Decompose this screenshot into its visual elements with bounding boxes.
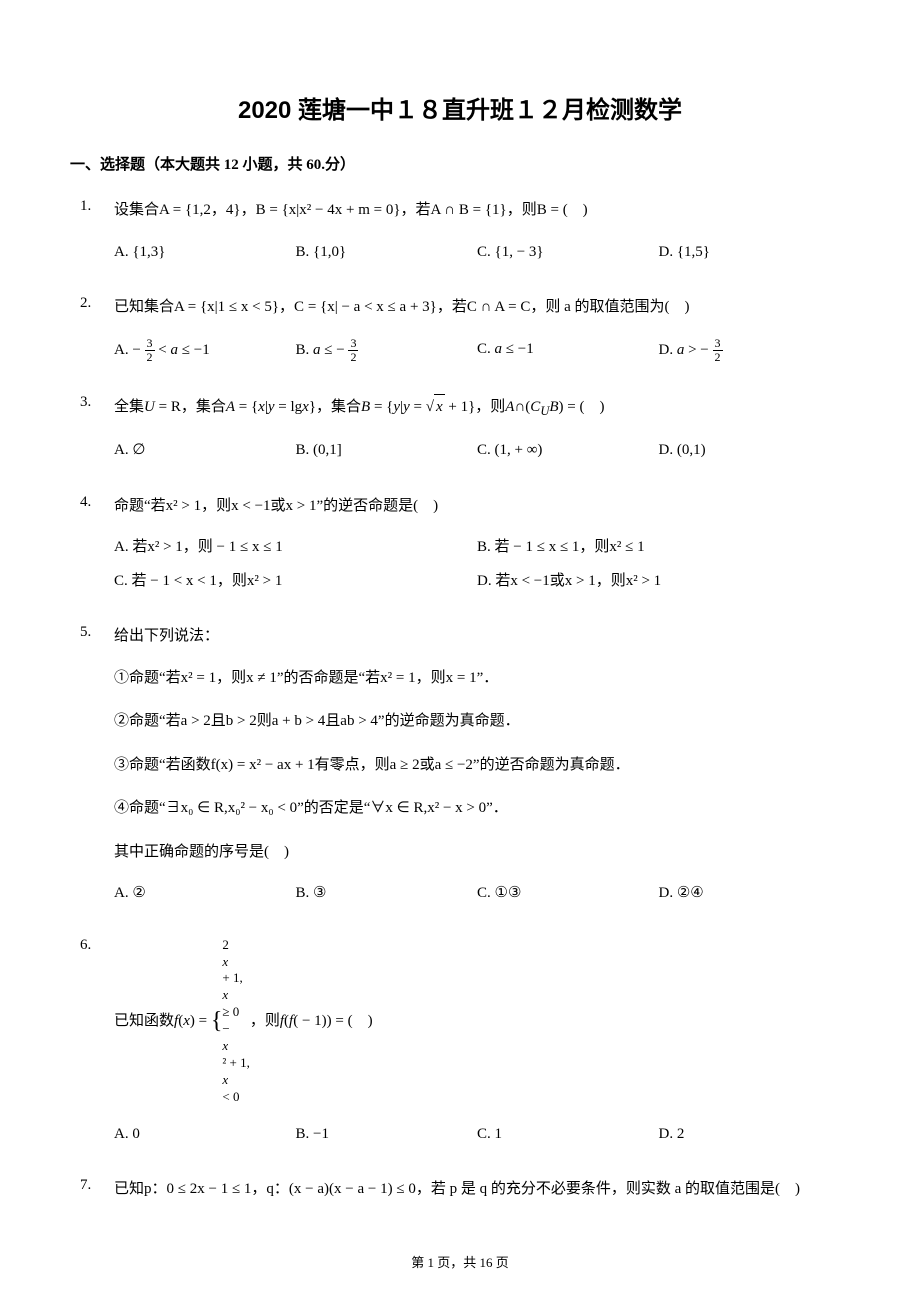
question-number: 5.: [80, 624, 114, 915]
option: A. 0: [114, 1122, 296, 1148]
question-body: 设集合A = {1,2，4}，B = {x|x² − 4x + m = 0}，若…: [114, 198, 840, 273]
question-body: 命题“若x² > 1，则x < −1或x > 1”的逆否命题是( ) A. 若x²…: [114, 494, 840, 603]
question-stem: 已知函数f(x) = {2x + 1,x ≥ 0−x² + 1,x < 0，则f…: [114, 937, 840, 1106]
question-body: 给出下列说法： ①命题“若x² = 1，则x ≠ 1”的否命题是“若x² = 1，…: [114, 624, 840, 915]
option: D. ②④: [659, 881, 841, 907]
option: D. (0,1): [659, 438, 841, 464]
option: C. 若 − 1 < x < 1，则x² > 1: [114, 569, 477, 595]
question-stem: 全集U = R，集合A = {x|y = lgx}，集合B = {y|y = √…: [114, 394, 840, 422]
question-stem: 命题“若x² > 1，则x < −1或x > 1”的逆否命题是( ): [114, 494, 840, 520]
sub-statement: ①命题“若x² = 1，则x ≠ 1”的否命题是“若x² = 1，则x = 1”…: [114, 666, 840, 692]
question-body: 全集U = R，集合A = {x|y = lgx}，集合B = {y|y = √…: [114, 394, 840, 472]
exam-title: 2020 莲塘一中１８直升班１２月检测数学: [80, 90, 840, 125]
options-row: C. 若 − 1 < x < 1，则x² > 1D. 若x < −1或x > 1…: [114, 569, 840, 595]
question-body: 已知集合A = {x|1 ≤ x < 5}，C = {x| − a < x ≤ …: [114, 295, 840, 372]
option: A. − 32 < a ≤ −1: [114, 337, 296, 364]
question-number: 7.: [80, 1177, 114, 1219]
question: 1.设集合A = {1,2，4}，B = {x|x² − 4x + m = 0}…: [80, 198, 840, 273]
options-row: A. 若x² > 1，则 − 1 ≤ x ≤ 1B. 若 − 1 ≤ x ≤ 1…: [114, 535, 840, 561]
question: 7.已知p：0 ≤ 2x − 1 ≤ 1，q：(x − a)(x − a − 1…: [80, 1177, 840, 1219]
options-row: A. {1,3}B. {1,0}C. {1, − 3}D. {1,5}: [114, 240, 840, 266]
option: B. −1: [296, 1122, 478, 1148]
option: C. ①③: [477, 881, 659, 907]
options-row: A. ∅B. (0,1]C. (1, + ∞)D. (0,1): [114, 438, 840, 464]
option: A. {1,3}: [114, 240, 296, 266]
question-stem: 给出下列说法：: [114, 624, 840, 650]
options-row: A. ②B. ③C. ①③D. ②④: [114, 881, 840, 907]
question-number: 1.: [80, 198, 114, 273]
option: A. ∅: [114, 438, 296, 464]
option: C. a ≤ −1: [477, 337, 659, 364]
option: D. a > − 32: [659, 337, 841, 364]
question-number: 3.: [80, 394, 114, 472]
question-tail: 其中正确命题的序号是( ): [114, 840, 840, 866]
option: A. 若x² > 1，则 − 1 ≤ x ≤ 1: [114, 535, 477, 561]
option: B. 若 − 1 ≤ x ≤ 1，则x² ≤ 1: [477, 535, 840, 561]
question: 6.已知函数f(x) = {2x + 1,x ≥ 0−x² + 1,x < 0，…: [80, 937, 840, 1155]
question-body: 已知函数f(x) = {2x + 1,x ≥ 0−x² + 1,x < 0，则f…: [114, 937, 840, 1155]
section-header: 一、选择题（本大题共 12 小题，共 60.分）: [70, 153, 840, 174]
option: B. (0,1]: [296, 438, 478, 464]
question-body: 已知p：0 ≤ 2x − 1 ≤ 1，q：(x − a)(x − a − 1) …: [114, 1177, 840, 1219]
question: 3.全集U = R，集合A = {x|y = lgx}，集合B = {y|y =…: [80, 394, 840, 472]
question-number: 6.: [80, 937, 114, 1155]
page-footer: 第 1 页，共 16 页: [0, 1252, 920, 1271]
questions-container: 1.设集合A = {1,2，4}，B = {x|x² − 4x + m = 0}…: [80, 198, 840, 1219]
question-number: 4.: [80, 494, 114, 603]
question-number: 2.: [80, 295, 114, 372]
option: B. a ≤ − 32: [296, 337, 478, 364]
question-stem: 已知集合A = {x|1 ≤ x < 5}，C = {x| − a < x ≤ …: [114, 295, 840, 321]
question-stem: 已知p：0 ≤ 2x − 1 ≤ 1，q：(x − a)(x − a − 1) …: [114, 1177, 840, 1203]
option: D. 2: [659, 1122, 841, 1148]
option: A. ②: [114, 881, 296, 907]
options-row: A. − 32 < a ≤ −1B. a ≤ − 32C. a ≤ −1D. a…: [114, 337, 840, 364]
option: C. 1: [477, 1122, 659, 1148]
sub-statement: ②命题“若a > 2且b > 2则a + b > 4且ab > 4”的逆命题为真…: [114, 709, 840, 735]
sub-statement: ④命题“∃x₀ ∈ R,x₀² − x₀ < 0”的否定是“∀x ∈ R,x² …: [114, 796, 840, 822]
option: B. ③: [296, 881, 478, 907]
question: 4.命题“若x² > 1，则x < −1或x > 1”的逆否命题是( ) A. 若…: [80, 494, 840, 603]
question-stem: 设集合A = {1,2，4}，B = {x|x² − 4x + m = 0}，若…: [114, 198, 840, 224]
option: D. 若x < −1或x > 1，则x² > 1: [477, 569, 840, 595]
options-row: A. 0B. −1C. 1D. 2: [114, 1122, 840, 1148]
question: 5.给出下列说法： ①命题“若x² = 1，则x ≠ 1”的否命题是“若x² = …: [80, 624, 840, 915]
sub-statement: ③命题“若函数f(x) = x² − ax + 1有零点，则a ≥ 2或a ≤ …: [114, 753, 840, 779]
option: C. {1, − 3}: [477, 240, 659, 266]
option: C. (1, + ∞): [477, 438, 659, 464]
question: 2.已知集合A = {x|1 ≤ x < 5}，C = {x| − a < x …: [80, 295, 840, 372]
option: B. {1,0}: [296, 240, 478, 266]
option: D. {1,5}: [659, 240, 841, 266]
